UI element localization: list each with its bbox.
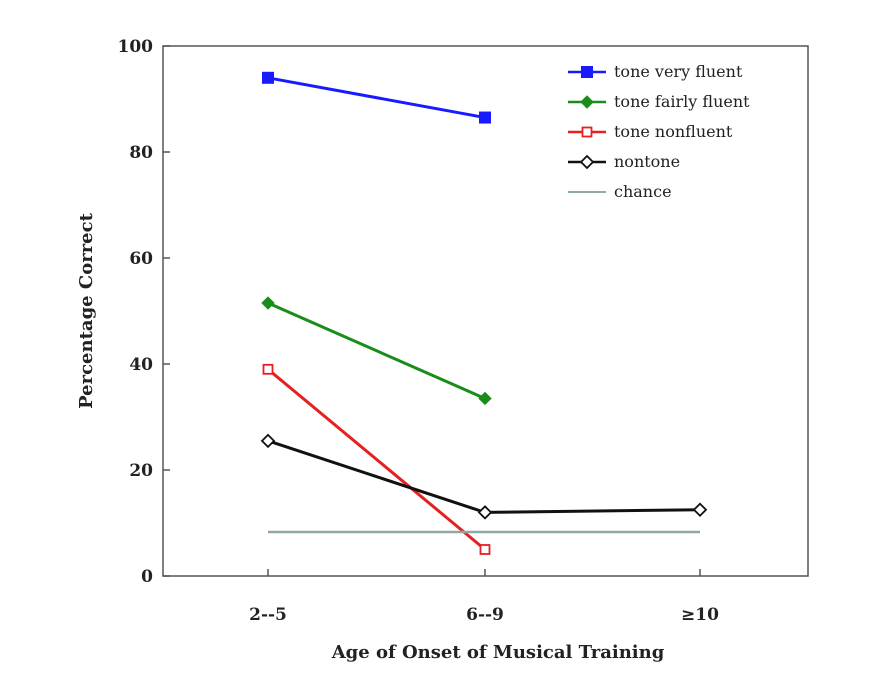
series-line [267, 76, 486, 120]
data-point-marker [261, 296, 275, 310]
legend-item: tone very fluent [568, 62, 743, 81]
y-tick-label: 0 [141, 567, 153, 587]
legend-label: chance [614, 182, 672, 201]
series-nontone [260, 433, 708, 520]
data-point-marker [260, 433, 276, 449]
y-axis: 0 20 40 60 80 100 [118, 37, 170, 587]
data-point-marker [581, 66, 593, 78]
x-tick-label: ≥10 [681, 605, 719, 625]
y-axis-title: Percentage Correct [76, 212, 97, 408]
series-tone-fairly-fluent [261, 296, 492, 406]
series-line [267, 439, 701, 514]
legend-label: nontone [614, 152, 680, 171]
legend-item: tone nonfluent [568, 122, 733, 141]
x-tick-label: 6--9 [466, 605, 504, 625]
x-axis-title: Age of Onset of Musical Training [331, 642, 665, 663]
x-tick-label: 2--5 [249, 605, 287, 625]
series-tone-very-fluent [262, 71, 491, 124]
series-line [267, 301, 486, 400]
data-point-marker [262, 363, 274, 375]
data-point-marker [477, 505, 493, 520]
data-point-marker [580, 95, 594, 109]
series-line [267, 368, 486, 551]
legend-item: tone fairly fluent [568, 92, 750, 111]
data-point-marker [262, 71, 274, 84]
legend-item: nontone [568, 152, 680, 171]
legend-label: tone fairly fluent [614, 92, 750, 111]
series-tone-nonfluent [262, 363, 491, 555]
y-tick-label: 40 [129, 355, 153, 375]
data-point-marker [479, 111, 491, 124]
series-layer [260, 71, 708, 555]
data-point-marker [692, 502, 708, 518]
legend-label: tone nonfluent [614, 122, 733, 141]
y-tick-label: 80 [129, 143, 153, 163]
x-axis: 2--5 6--9 ≥10 [249, 569, 719, 625]
legend: tone very fluent tone fairly fluent tone n… [568, 62, 750, 201]
data-point-marker [478, 391, 492, 406]
y-tick-label: 60 [129, 249, 153, 269]
legend-label: tone very fluent [614, 62, 743, 81]
legend-item: chance [568, 182, 672, 201]
data-point-marker [581, 126, 593, 138]
data-point-marker [479, 544, 491, 555]
data-point-marker [579, 154, 595, 170]
y-tick-label: 100 [118, 37, 154, 57]
y-tick-label: 20 [129, 461, 153, 481]
